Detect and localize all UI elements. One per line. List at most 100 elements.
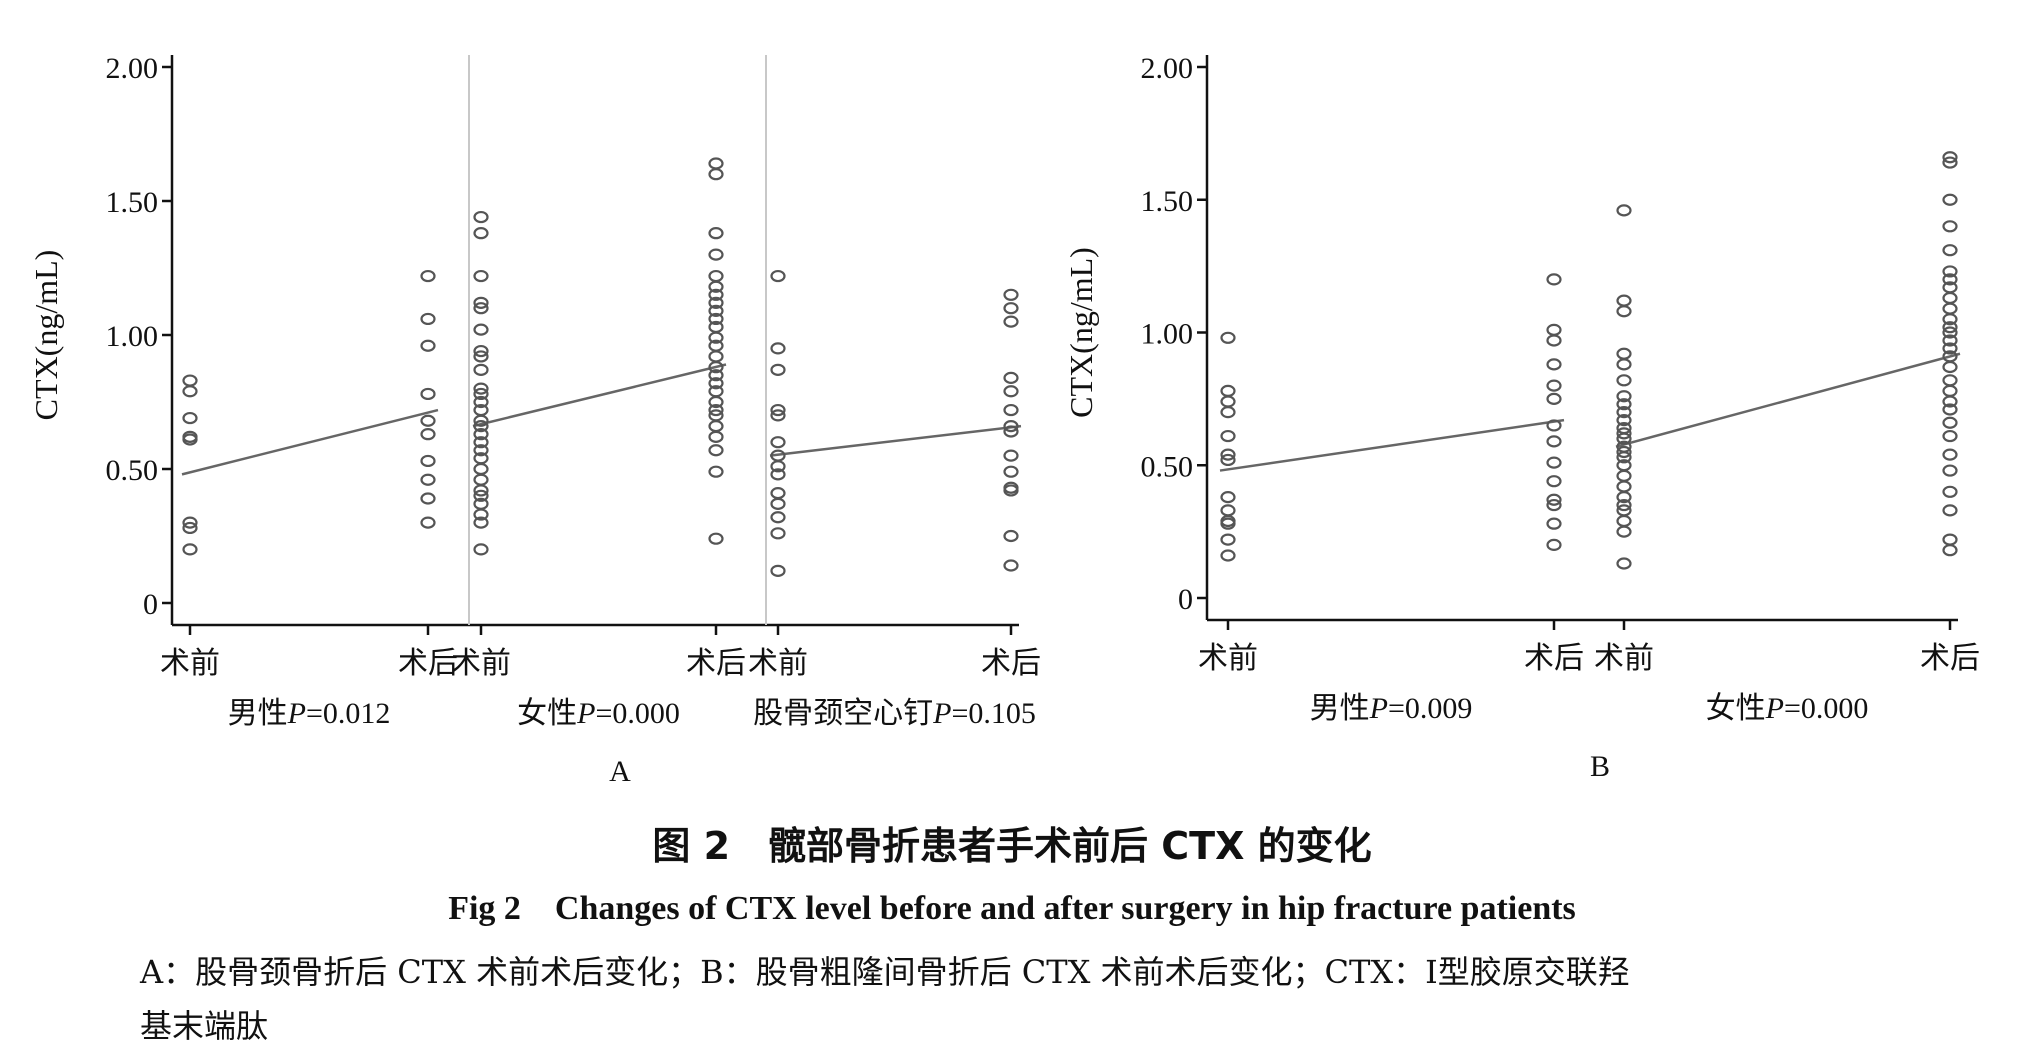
y-tick-label: 2.00 xyxy=(1141,52,1194,85)
data-point-pre xyxy=(1616,406,1632,419)
data-point-pre xyxy=(473,489,489,502)
data-point-pre xyxy=(473,508,489,521)
data-point-pre xyxy=(770,403,786,417)
data-point-post xyxy=(1546,334,1562,347)
data-point-pre xyxy=(473,436,489,449)
category-label-pre: 术前 xyxy=(1594,642,1654,675)
data-point-pre xyxy=(770,564,786,577)
fit-line xyxy=(769,424,1022,457)
data-point-post xyxy=(708,369,724,382)
data-point-pre xyxy=(1220,491,1236,504)
data-point-pre xyxy=(1616,204,1632,217)
category-label-post: 术后 xyxy=(981,647,1041,680)
fit-line xyxy=(1615,352,1961,448)
data-point-post xyxy=(1942,464,1958,477)
data-point-post xyxy=(1546,498,1562,512)
data-point-post xyxy=(708,168,724,181)
y-tick-label: 1.50 xyxy=(1141,185,1194,218)
figure-caption-english: Fig 2 Changes of CTX level before and af… xyxy=(448,890,1576,927)
data-point-pre xyxy=(473,473,489,486)
data-point-post xyxy=(420,269,436,283)
category-label-post: 术后 xyxy=(1524,642,1584,675)
data-point-pre xyxy=(1220,384,1236,398)
data-point-pre xyxy=(182,374,198,387)
data-point-post xyxy=(1003,465,1019,478)
data-point-post xyxy=(1546,493,1562,506)
fit-line xyxy=(1219,418,1565,472)
data-point-pre xyxy=(1220,448,1236,461)
data-point-post xyxy=(420,387,436,401)
data-point-pre xyxy=(473,350,489,363)
data-point-post xyxy=(1942,374,1958,387)
data-point-pre xyxy=(182,543,198,556)
data-point-pre xyxy=(473,344,489,358)
data-point-pre xyxy=(473,444,489,457)
y-tick-label: 1.00 xyxy=(106,320,159,353)
data-point-pre xyxy=(1616,432,1632,445)
data-point-pre xyxy=(1220,331,1236,344)
data-point-pre xyxy=(473,395,489,409)
data-point-post xyxy=(1942,265,1958,278)
data-point-post xyxy=(708,465,724,478)
data-point-pre xyxy=(770,497,786,510)
data-point-pre xyxy=(473,302,489,315)
data-point-post xyxy=(1942,156,1958,169)
data-point-post xyxy=(1942,326,1958,339)
category-label-pre: 术前 xyxy=(451,647,511,680)
figure-note: A：股骨颈骨折后 CTX 术前术后变化；B：股骨粗隆间骨折后 CTX 术前术后变… xyxy=(140,945,1930,1053)
category-label-pre: 术前 xyxy=(1198,642,1258,675)
data-point-pre xyxy=(1616,445,1632,459)
data-point-post xyxy=(1942,448,1958,461)
group-label: 男性P=0.012 xyxy=(228,697,391,730)
data-point-post xyxy=(708,280,724,293)
panel-label-A: A xyxy=(609,755,631,788)
data-point-pre xyxy=(182,521,198,535)
figure-caption-chinese: 图 2 髋部骨折患者手术前后 CTX 的变化 xyxy=(652,824,1372,868)
data-point-pre xyxy=(1616,294,1632,307)
data-point-post xyxy=(1942,321,1958,334)
data-point-post xyxy=(1942,429,1958,443)
data-point-pre xyxy=(473,227,489,240)
data-point-pre xyxy=(1220,549,1236,562)
data-point-post xyxy=(1942,291,1958,305)
y-tick-label: 0 xyxy=(143,588,158,621)
data-point-pre xyxy=(1616,498,1632,512)
data-point-pre xyxy=(770,342,786,355)
data-point-post xyxy=(1003,385,1019,398)
fit-line xyxy=(472,363,727,428)
data-point-pre xyxy=(1616,398,1632,411)
data-point-post xyxy=(1546,379,1562,392)
data-point-post xyxy=(708,296,724,309)
data-point-post xyxy=(1942,360,1958,374)
data-point-pre xyxy=(473,387,489,401)
figure-note-line-2: 基末端肽 xyxy=(140,1007,269,1045)
data-point-post xyxy=(1942,193,1958,206)
data-point-pre xyxy=(1220,395,1236,408)
fit-line xyxy=(181,408,439,476)
data-point-post xyxy=(708,350,724,363)
data-point-pre xyxy=(1220,453,1236,467)
data-point-pre xyxy=(1616,390,1632,403)
data-point-post xyxy=(1003,420,1019,433)
data-point-post xyxy=(1942,384,1958,398)
data-point-post xyxy=(708,420,724,433)
data-point-post xyxy=(708,248,724,261)
category-label-pre: 术前 xyxy=(748,647,808,680)
data-point-post xyxy=(1546,358,1562,371)
data-point-post xyxy=(1546,456,1562,469)
data-point-pre xyxy=(770,363,786,376)
data-point-post xyxy=(1003,529,1019,543)
data-point-post xyxy=(1942,395,1958,408)
data-point-post xyxy=(708,157,724,170)
data-point-post xyxy=(1546,517,1562,530)
data-point-post xyxy=(1003,559,1019,572)
data-point-pre xyxy=(1616,525,1632,538)
data-point-pre xyxy=(1616,480,1632,493)
data-point-post xyxy=(1942,313,1958,326)
data-point-post xyxy=(708,361,724,374)
data-point-pre xyxy=(473,484,489,497)
data-point-pre xyxy=(473,269,489,283)
data-point-post xyxy=(1003,484,1019,497)
data-point-post xyxy=(1003,403,1019,417)
